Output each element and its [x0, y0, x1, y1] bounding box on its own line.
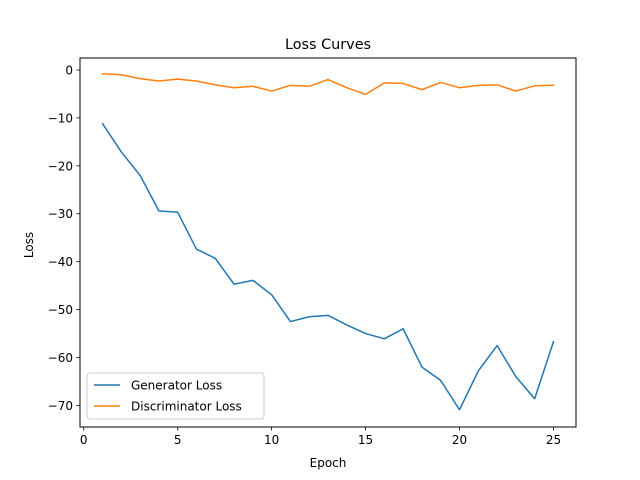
chart-title: Loss Curves [285, 37, 371, 53]
x-tick-label: 5 [174, 433, 182, 447]
legend: Generator Loss Discriminator Loss [86, 372, 265, 420]
legend-box [86, 372, 265, 420]
y-axis-label: Loss [22, 232, 36, 258]
x-tick-label: 25 [546, 433, 561, 447]
x-tick-label: 15 [358, 433, 373, 447]
y-tick-label: −10 [48, 111, 73, 125]
y-tick-label: −30 [48, 207, 73, 221]
x-tick-label: 10 [264, 433, 279, 447]
series-line-generator-loss [101, 122, 555, 411]
x-axis-label: Epoch [310, 456, 347, 470]
x-tick-label: 0 [80, 433, 88, 447]
y-tick-label: −20 [48, 159, 73, 173]
series-layer [101, 73, 555, 411]
y-tick-label: −60 [48, 351, 73, 365]
x-tick-label: 20 [452, 433, 467, 447]
y-tick-label: −70 [48, 399, 73, 413]
ticks-layer: 0 5 10 15 20 25 0 −10 −20 −30 −40 −50 −60 −70 [48, 63, 561, 447]
y-tick-label: −40 [48, 255, 73, 269]
legend-label: Discriminator Loss [131, 400, 242, 414]
y-tick-label: −50 [48, 303, 73, 317]
series-line-discriminator-loss [101, 73, 555, 96]
plot-frame [79, 57, 577, 428]
legend-label: Generator Loss [131, 379, 222, 393]
y-tick-label: 0 [65, 63, 73, 77]
plot-area [80, 58, 576, 427]
